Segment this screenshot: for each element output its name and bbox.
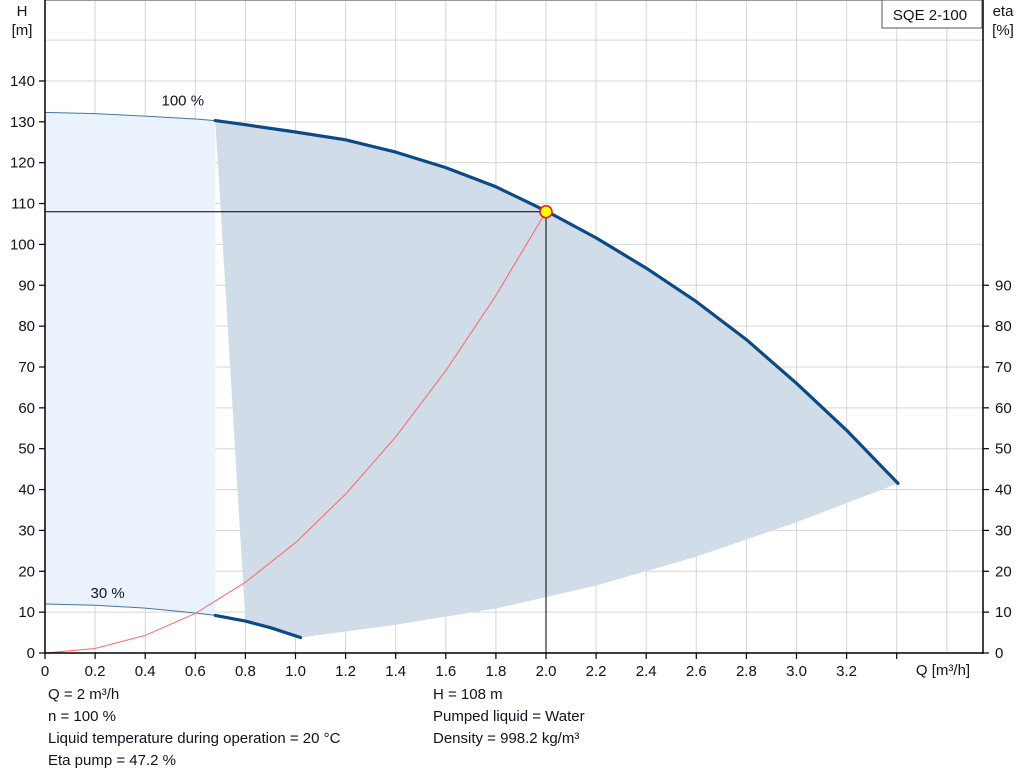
x-tick-label: 3.0 bbox=[786, 663, 807, 680]
x-tick-label: 2.4 bbox=[636, 663, 657, 680]
axes: 0 0.2 0.4 0.6 0.8 1.0 1.2 1.4 1.6 1.8 2.0 2.2 2.4 2.6… bbox=[10, 0, 1012, 680]
pump-performance-chart: 0 0.2 0.4 0.6 0.8 1.0 1.2 1.4 1.6 1.8 2.0 2.2 2.4 2.6… bbox=[10, 0, 1015, 680]
x-tick-label: 1.4 bbox=[385, 663, 406, 680]
y-tick-label: 20 bbox=[18, 563, 35, 580]
x-tick-label: 1.0 bbox=[285, 663, 306, 680]
x-tick-label: 2.6 bbox=[686, 663, 707, 680]
y2-tick-label: 60 bbox=[995, 400, 1012, 417]
y2-axis-label-unit: [%] bbox=[992, 22, 1014, 39]
y2-tick-label: 30 bbox=[995, 522, 1012, 539]
y2-tick-label: 70 bbox=[995, 359, 1012, 376]
operating-range-area bbox=[215, 120, 899, 638]
y-tick-label: 70 bbox=[18, 359, 35, 376]
duty-point-marker bbox=[539, 204, 553, 219]
x-tick-label: 0.8 bbox=[235, 663, 256, 680]
info-density: Density = 998.2 kg/m³ bbox=[433, 730, 580, 747]
x-tick-label: 1.2 bbox=[335, 663, 356, 680]
extended-range-area bbox=[45, 112, 216, 616]
x-tick-label: 2.8 bbox=[736, 663, 757, 680]
info-speed: n = 100 % bbox=[48, 708, 116, 725]
x-tick-label: 1.8 bbox=[485, 663, 506, 680]
y-tick-label: 50 bbox=[18, 441, 35, 458]
x-tick-label: 1.6 bbox=[435, 663, 456, 680]
curve-annotations: 100 % 30 % bbox=[91, 92, 205, 601]
y2-tick-label: 90 bbox=[995, 277, 1012, 294]
y-tick-label: 110 bbox=[11, 196, 35, 213]
y2-tick-label: 20 bbox=[995, 563, 1012, 580]
pump-model-title: SQE 2-100 bbox=[893, 7, 967, 24]
pump-curve-30-thin bbox=[44, 603, 216, 616]
curve-label: 30 % bbox=[91, 585, 125, 602]
x-tick-label: 0.4 bbox=[135, 663, 156, 680]
curve-label: 100 % bbox=[162, 92, 205, 109]
y-tick-label: 30 bbox=[18, 522, 35, 539]
y2-tick-label: 10 bbox=[995, 604, 1012, 621]
y2-axis-label-eta: eta bbox=[993, 3, 1015, 20]
shaded-regions bbox=[45, 112, 899, 638]
y-tick-label: 40 bbox=[18, 482, 35, 499]
x-tick-label: 0 bbox=[41, 663, 49, 680]
system-curve bbox=[44, 211, 547, 654]
y2-tick-label: 0 bbox=[995, 645, 1003, 662]
y-tick-label: 0 bbox=[27, 645, 35, 662]
pump-curve-100-thin bbox=[44, 111, 216, 122]
x-tick-label: 0.6 bbox=[185, 663, 206, 680]
info-pumped-liquid: Pumped liquid = Water bbox=[433, 708, 585, 725]
y2-tick-label: 80 bbox=[995, 318, 1012, 335]
y-tick-label: 90 bbox=[18, 277, 35, 294]
info-eta-pump: Eta pump = 47.2 % bbox=[48, 752, 176, 769]
pump-curve-30-thick bbox=[213, 613, 303, 640]
axis-labels: H [m] eta [%] Q [m³/h] bbox=[12, 3, 1015, 679]
y-tick-label: 120 bbox=[10, 155, 35, 172]
info-flow: Q = 2 m³/h bbox=[48, 686, 120, 703]
pump-model-title-box: SQE 2-100 bbox=[881, 0, 983, 29]
x-tick-label: 3.2 bbox=[836, 663, 857, 680]
operating-point bbox=[539, 204, 553, 219]
y2-tick-label: 50 bbox=[995, 441, 1012, 458]
duty-info-left: Q = 2 m³/h n = 100 % Liquid temperature … bbox=[48, 684, 340, 772]
y-tick-label: 130 bbox=[10, 114, 35, 131]
x-axis-label: Q [m³/h] bbox=[916, 662, 970, 679]
info-head: H = 108 m bbox=[433, 686, 503, 703]
x-tick-label: 2.2 bbox=[586, 663, 607, 680]
y-tick-label: 80 bbox=[18, 318, 35, 335]
y-axis-label-unit: [m] bbox=[12, 22, 33, 39]
x-tick-label: 2.0 bbox=[536, 663, 557, 680]
info-liquid-temperature: Liquid temperature during operation = 20… bbox=[48, 730, 341, 747]
y-tick-label: 100 bbox=[10, 236, 35, 253]
duty-info-right: H = 108 m Pumped liquid = Water Density … bbox=[433, 684, 585, 750]
y-tick-label: 10 bbox=[18, 604, 35, 621]
x-tick-label: 0.2 bbox=[85, 663, 106, 680]
y2-tick-label: 40 bbox=[995, 482, 1012, 499]
y-tick-label: 60 bbox=[18, 400, 35, 417]
y-axis-label-h: H bbox=[17, 3, 28, 20]
y-tick-label: 140 bbox=[10, 73, 35, 90]
